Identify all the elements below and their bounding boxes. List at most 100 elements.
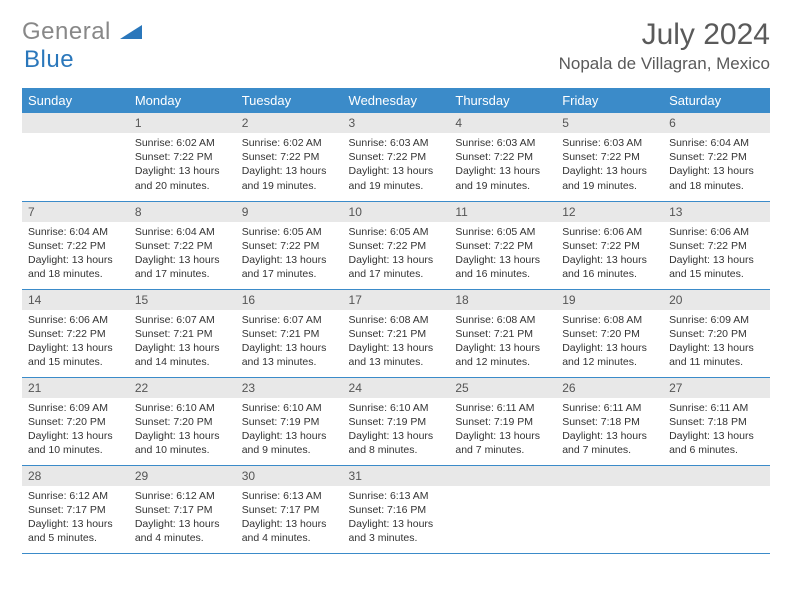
weekday-header: Wednesday (343, 88, 450, 113)
calendar-cell (22, 113, 129, 201)
day-number: 2 (236, 113, 343, 133)
day-info: Sunrise: 6:06 AMSunset: 7:22 PMDaylight:… (22, 310, 129, 374)
day-number: 25 (449, 378, 556, 398)
day-info: Sunrise: 6:09 AMSunset: 7:20 PMDaylight:… (22, 398, 129, 462)
weekday-header: Tuesday (236, 88, 343, 113)
day-info: Sunrise: 6:13 AMSunset: 7:16 PMDaylight:… (343, 486, 450, 550)
day-info: Sunrise: 6:10 AMSunset: 7:20 PMDaylight:… (129, 398, 236, 462)
logo-text: General Blue (22, 18, 142, 74)
calendar-cell (663, 465, 770, 553)
day-info: Sunrise: 6:11 AMSunset: 7:18 PMDaylight:… (556, 398, 663, 462)
calendar-cell: 3Sunrise: 6:03 AMSunset: 7:22 PMDaylight… (343, 113, 450, 201)
calendar-cell: 26Sunrise: 6:11 AMSunset: 7:18 PMDayligh… (556, 377, 663, 465)
day-number: 9 (236, 202, 343, 222)
day-info: Sunrise: 6:10 AMSunset: 7:19 PMDaylight:… (343, 398, 450, 462)
location-label: Nopala de Villagran, Mexico (559, 54, 770, 74)
day-number: 28 (22, 466, 129, 486)
calendar-cell: 10Sunrise: 6:05 AMSunset: 7:22 PMDayligh… (343, 201, 450, 289)
logo-part1: General (22, 18, 111, 45)
day-number: 14 (22, 290, 129, 310)
day-info: Sunrise: 6:03 AMSunset: 7:22 PMDaylight:… (556, 133, 663, 197)
day-number: 8 (129, 202, 236, 222)
calendar-cell (449, 465, 556, 553)
day-info: Sunrise: 6:03 AMSunset: 7:22 PMDaylight:… (449, 133, 556, 197)
page-title: July 2024 (559, 18, 770, 52)
day-number: 6 (663, 113, 770, 133)
calendar-cell: 21Sunrise: 6:09 AMSunset: 7:20 PMDayligh… (22, 377, 129, 465)
weekday-header: Sunday (22, 88, 129, 113)
calendar-cell: 31Sunrise: 6:13 AMSunset: 7:16 PMDayligh… (343, 465, 450, 553)
day-info: Sunrise: 6:07 AMSunset: 7:21 PMDaylight:… (129, 310, 236, 374)
calendar-week: 1Sunrise: 6:02 AMSunset: 7:22 PMDaylight… (22, 113, 770, 201)
day-number: 20 (663, 290, 770, 310)
weekday-header: Friday (556, 88, 663, 113)
calendar-cell: 18Sunrise: 6:08 AMSunset: 7:21 PMDayligh… (449, 289, 556, 377)
day-info: Sunrise: 6:09 AMSunset: 7:20 PMDaylight:… (663, 310, 770, 374)
calendar-head: SundayMondayTuesdayWednesdayThursdayFrid… (22, 88, 770, 113)
calendar-cell: 22Sunrise: 6:10 AMSunset: 7:20 PMDayligh… (129, 377, 236, 465)
day-number: 23 (236, 378, 343, 398)
calendar-cell: 27Sunrise: 6:11 AMSunset: 7:18 PMDayligh… (663, 377, 770, 465)
day-info: Sunrise: 6:05 AMSunset: 7:22 PMDaylight:… (343, 222, 450, 286)
triangle-icon (120, 23, 142, 39)
day-number (556, 466, 663, 486)
header: General Blue July 2024 Nopala de Villagr… (22, 18, 770, 74)
calendar-cell: 28Sunrise: 6:12 AMSunset: 7:17 PMDayligh… (22, 465, 129, 553)
day-number: 26 (556, 378, 663, 398)
calendar-cell: 29Sunrise: 6:12 AMSunset: 7:17 PMDayligh… (129, 465, 236, 553)
calendar-cell: 23Sunrise: 6:10 AMSunset: 7:19 PMDayligh… (236, 377, 343, 465)
day-info: Sunrise: 6:08 AMSunset: 7:20 PMDaylight:… (556, 310, 663, 374)
day-number: 17 (343, 290, 450, 310)
day-number: 27 (663, 378, 770, 398)
weekday-header: Saturday (663, 88, 770, 113)
calendar-week: 14Sunrise: 6:06 AMSunset: 7:22 PMDayligh… (22, 289, 770, 377)
calendar-body: 1Sunrise: 6:02 AMSunset: 7:22 PMDaylight… (22, 113, 770, 553)
day-number: 12 (556, 202, 663, 222)
calendar-cell: 6Sunrise: 6:04 AMSunset: 7:22 PMDaylight… (663, 113, 770, 201)
day-number: 21 (22, 378, 129, 398)
day-number (663, 466, 770, 486)
calendar-cell: 9Sunrise: 6:05 AMSunset: 7:22 PMDaylight… (236, 201, 343, 289)
calendar-cell: 19Sunrise: 6:08 AMSunset: 7:20 PMDayligh… (556, 289, 663, 377)
day-number: 13 (663, 202, 770, 222)
calendar-cell: 24Sunrise: 6:10 AMSunset: 7:19 PMDayligh… (343, 377, 450, 465)
day-number (449, 466, 556, 486)
calendar-cell: 16Sunrise: 6:07 AMSunset: 7:21 PMDayligh… (236, 289, 343, 377)
calendar-cell: 7Sunrise: 6:04 AMSunset: 7:22 PMDaylight… (22, 201, 129, 289)
logo: General Blue (22, 18, 142, 74)
calendar-cell: 12Sunrise: 6:06 AMSunset: 7:22 PMDayligh… (556, 201, 663, 289)
day-number: 19 (556, 290, 663, 310)
day-info: Sunrise: 6:03 AMSunset: 7:22 PMDaylight:… (343, 133, 450, 197)
day-info: Sunrise: 6:08 AMSunset: 7:21 PMDaylight:… (343, 310, 450, 374)
day-number: 24 (343, 378, 450, 398)
weekday-header: Monday (129, 88, 236, 113)
calendar-cell: 13Sunrise: 6:06 AMSunset: 7:22 PMDayligh… (663, 201, 770, 289)
calendar-week: 7Sunrise: 6:04 AMSunset: 7:22 PMDaylight… (22, 201, 770, 289)
title-block: July 2024 Nopala de Villagran, Mexico (559, 18, 770, 74)
day-info: Sunrise: 6:11 AMSunset: 7:19 PMDaylight:… (449, 398, 556, 462)
calendar-cell: 14Sunrise: 6:06 AMSunset: 7:22 PMDayligh… (22, 289, 129, 377)
calendar-week: 21Sunrise: 6:09 AMSunset: 7:20 PMDayligh… (22, 377, 770, 465)
calendar-cell: 11Sunrise: 6:05 AMSunset: 7:22 PMDayligh… (449, 201, 556, 289)
day-info: Sunrise: 6:10 AMSunset: 7:19 PMDaylight:… (236, 398, 343, 462)
day-info: Sunrise: 6:06 AMSunset: 7:22 PMDaylight:… (556, 222, 663, 286)
day-info: Sunrise: 6:12 AMSunset: 7:17 PMDaylight:… (22, 486, 129, 550)
calendar-cell: 20Sunrise: 6:09 AMSunset: 7:20 PMDayligh… (663, 289, 770, 377)
day-number: 5 (556, 113, 663, 133)
calendar-cell: 5Sunrise: 6:03 AMSunset: 7:22 PMDaylight… (556, 113, 663, 201)
day-number: 31 (343, 466, 450, 486)
day-info: Sunrise: 6:11 AMSunset: 7:18 PMDaylight:… (663, 398, 770, 462)
logo-part2: Blue (24, 46, 74, 73)
day-number: 16 (236, 290, 343, 310)
day-info: Sunrise: 6:12 AMSunset: 7:17 PMDaylight:… (129, 486, 236, 550)
day-number: 10 (343, 202, 450, 222)
day-info: Sunrise: 6:04 AMSunset: 7:22 PMDaylight:… (129, 222, 236, 286)
calendar-week: 28Sunrise: 6:12 AMSunset: 7:17 PMDayligh… (22, 465, 770, 553)
weekday-header: Thursday (449, 88, 556, 113)
day-info: Sunrise: 6:07 AMSunset: 7:21 PMDaylight:… (236, 310, 343, 374)
day-number: 22 (129, 378, 236, 398)
day-number: 15 (129, 290, 236, 310)
day-info: Sunrise: 6:13 AMSunset: 7:17 PMDaylight:… (236, 486, 343, 550)
calendar-cell: 15Sunrise: 6:07 AMSunset: 7:21 PMDayligh… (129, 289, 236, 377)
day-number: 18 (449, 290, 556, 310)
